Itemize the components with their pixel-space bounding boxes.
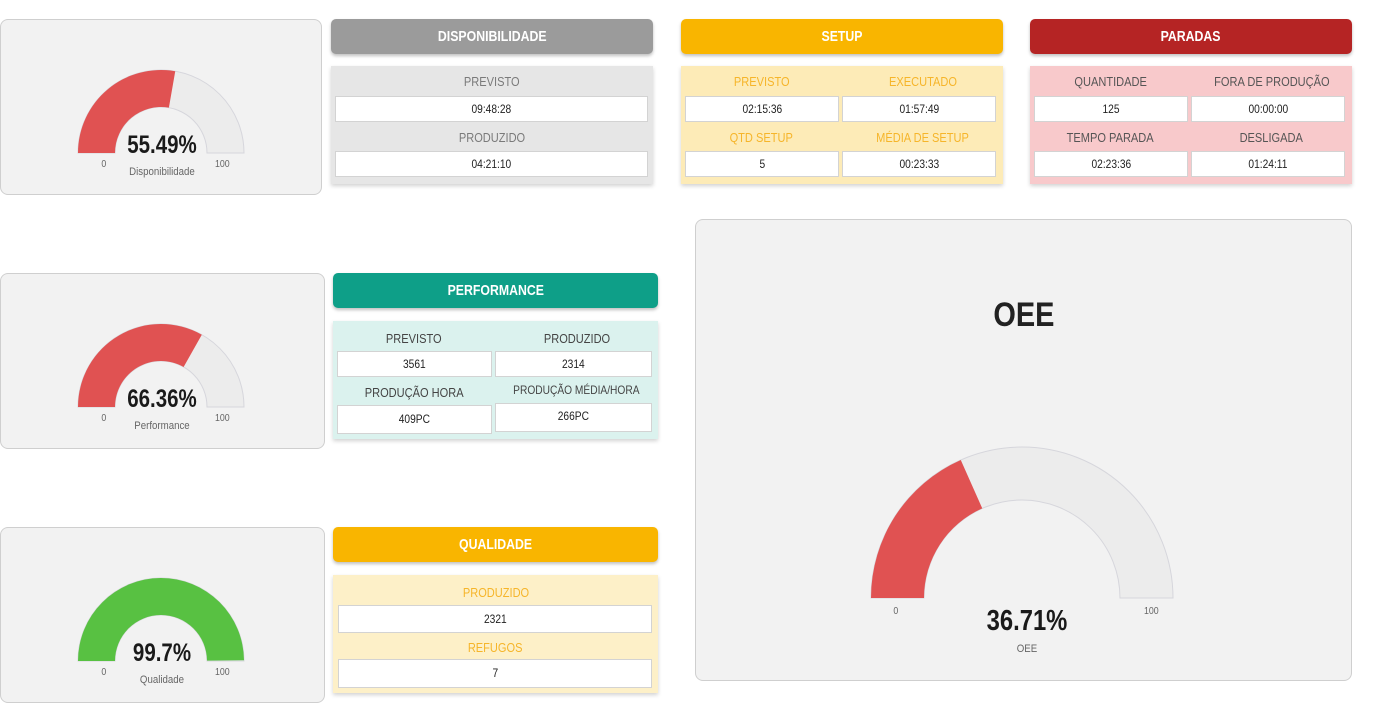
paradas-tempo-label: TEMPO PARADA xyxy=(1067,130,1154,145)
paradas-header-text: PARADAS xyxy=(1161,28,1221,45)
oee-gauge-value: 36.71% xyxy=(986,605,1068,637)
setup-panel: PREVISTO EXECUTADO 02:15:36 01:57:49 QTD… xyxy=(681,66,1003,184)
performance-gauge-label: Performance xyxy=(134,420,190,432)
performance-gauge-card: 66.36% Performance 0 100 xyxy=(0,273,325,449)
qualidade-gauge-card: 99.7% Qualidade 0 100 xyxy=(0,527,325,703)
paradas-fora-value: 00:00:00 xyxy=(1191,96,1345,122)
previsto-label: PREVISTO xyxy=(464,74,520,89)
performance-header: PERFORMANCE xyxy=(333,273,658,308)
oee-gauge xyxy=(870,446,1174,599)
qual-refugos-label: REFUGOS xyxy=(468,640,523,655)
previsto-value: 09:48:28 xyxy=(335,96,648,122)
setup-media-value: 00:23:33 xyxy=(842,151,996,177)
paradas-tempo-value: 02:23:36 xyxy=(1034,151,1188,177)
gauge-max-label: 100 xyxy=(215,159,230,170)
oee-gauge-label: OEE xyxy=(1016,643,1038,655)
setup-qtd-label: QTD SETUP xyxy=(729,130,794,145)
qual-produzido-value: 2321 xyxy=(338,605,652,633)
paradas-header: PARADAS xyxy=(1030,19,1352,54)
setup-header: SETUP xyxy=(681,19,1003,54)
qualidade-header-text: QUALIDADE xyxy=(458,536,533,553)
produzido-value: 04:21:10 xyxy=(335,151,648,177)
disponibilidade-gauge-card: 55.49% Disponibilidade 0 100 xyxy=(0,19,322,195)
paradas-quantidade-label: QUANTIDADE xyxy=(1074,74,1147,89)
performance-panel: PREVISTO PRODUZIDO 3561 2314 PRODUÇÃO HO… xyxy=(333,321,658,439)
qualidade-gauge-label: Qualidade xyxy=(139,674,185,686)
qualidade-gauge-fill xyxy=(78,578,244,661)
perf-hora-value: 409PC xyxy=(337,405,492,434)
performance-gauge-fill xyxy=(78,324,202,407)
setup-media-label: MÉDIA DE SETUP xyxy=(876,130,969,145)
gauge-min-label: 0 xyxy=(101,667,107,678)
perf-hora-label: PRODUÇÃO HORA xyxy=(364,385,464,400)
paradas-quantidade-value: 125 xyxy=(1034,96,1188,122)
disponibilidade-header-text: DISPONIBILIDADE xyxy=(437,28,547,45)
disponibilidade-gauge xyxy=(77,69,245,154)
gauge-max-label: 100 xyxy=(215,413,230,424)
setup-qtd-value: 5 xyxy=(685,151,839,177)
disponibilidade-gauge-value: 55.49% xyxy=(127,131,197,159)
qualidade-gauge-value: 99.7% xyxy=(132,639,192,667)
perf-previsto-value: 3561 xyxy=(337,351,492,377)
setup-executado-value: 01:57:49 xyxy=(842,96,996,122)
gauge-min-label: 0 xyxy=(101,159,107,170)
qualidade-gauge xyxy=(77,577,245,662)
paradas-fora-label: FORA DE PRODUÇÃO xyxy=(1213,74,1330,89)
oee-gauge-card: OEE 36.71% OEE 0 100 xyxy=(695,219,1352,681)
paradas-panel: QUANTIDADE FORA DE PRODUÇÃO 125 00:00:00… xyxy=(1030,66,1352,184)
setup-previsto-label: PREVISTO xyxy=(733,74,790,89)
performance-gauge xyxy=(77,323,245,408)
setup-executado-label: EXECUTADO xyxy=(888,74,957,89)
gauge-min-label: 0 xyxy=(101,413,107,424)
disponibilidade-header: DISPONIBILIDADE xyxy=(331,19,653,54)
gauge-max-label: 100 xyxy=(1144,606,1159,617)
produzido-label: PRODUZIDO xyxy=(458,130,526,145)
perf-media-hora-label: PRODUÇÃO MÉDIA/HORA xyxy=(513,383,640,397)
disponibilidade-panel: PREVISTO 09:48:28 PRODUZIDO 04:21:10 xyxy=(331,66,653,184)
qualidade-panel: PRODUZIDO 2321 REFUGOS 7 xyxy=(333,575,658,693)
oee-title: OEE xyxy=(992,296,1055,334)
gauge-max-label: 100 xyxy=(215,667,230,678)
perf-produzido-value: 2314 xyxy=(495,351,652,377)
performance-header-text: PERFORMANCE xyxy=(447,282,544,299)
qualidade-header: QUALIDADE xyxy=(333,527,658,562)
disponibilidade-gauge-fill xyxy=(78,70,176,153)
perf-previsto-label: PREVISTO xyxy=(386,331,442,346)
disponibilidade-gauge-label: Disponibilidade xyxy=(129,166,195,178)
paradas-desligada-value: 01:24:11 xyxy=(1191,151,1345,177)
setup-header-text: SETUP xyxy=(821,28,863,45)
gauge-min-label: 0 xyxy=(893,606,899,617)
setup-previsto-value: 02:15:36 xyxy=(685,96,839,122)
qual-refugos-value: 7 xyxy=(338,659,652,688)
qual-produzido-label: PRODUZIDO xyxy=(462,585,529,600)
oee-gauge-fill xyxy=(871,459,983,598)
perf-media-hora-value: 266PC xyxy=(495,403,652,432)
perf-produzido-label: PRODUZIDO xyxy=(543,331,610,346)
paradas-desligada-label: DESLIGADA xyxy=(1239,130,1304,145)
performance-gauge-value: 66.36% xyxy=(127,385,197,413)
